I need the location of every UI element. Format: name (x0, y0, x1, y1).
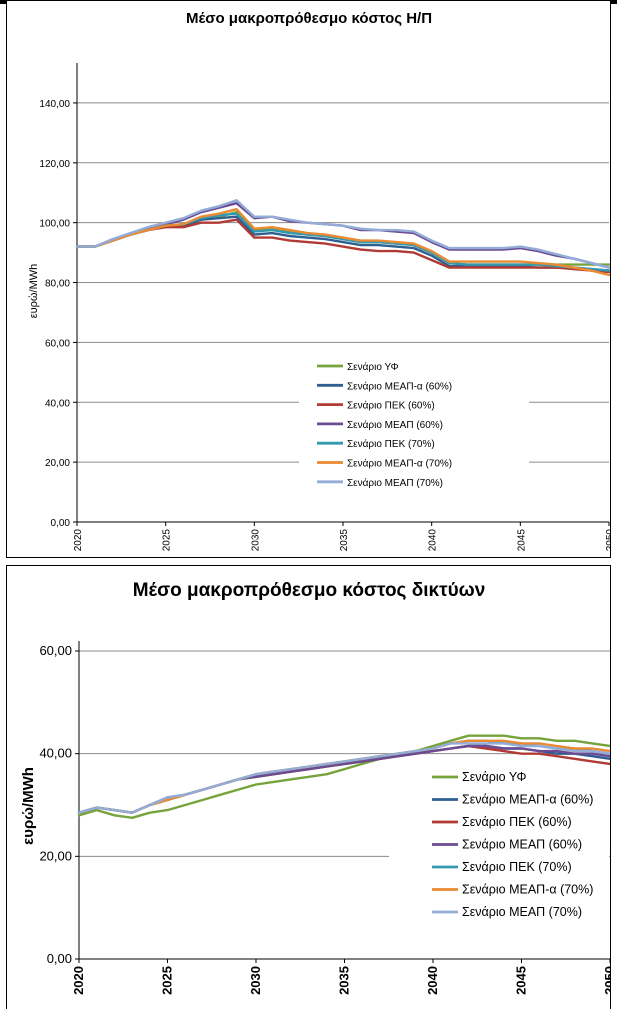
series-line (75, 201, 611, 269)
series-line (77, 734, 612, 820)
x-tick-label: 2045 (516, 529, 527, 552)
y-tick-label: 40,00 (45, 398, 70, 409)
legend-entry: Σενάριο ΜΕΑΠ-α (70%) (462, 883, 593, 897)
legend-entry: Σενάριο ΥΦ (462, 770, 526, 784)
chart-panel-network-cost: Μέσο μακροπρόθεσμο κόστος δικτύων 0,00 20,… (6, 565, 617, 1009)
y-tick-label: 20,00 (39, 848, 72, 863)
legend-entry: Σενάριο ΠΕΚ (60%) (347, 400, 435, 412)
x-tick-label: 2030 (250, 529, 261, 552)
y-tick-label: 0,00 (51, 518, 71, 529)
series-line (75, 218, 611, 274)
y-tick-label: 100,00 (39, 219, 70, 230)
legend-entry: Σενάριο ΠΕΚ (60%) (462, 815, 572, 829)
legend-entry: Σενάριο ΜΕΑΠ-α (70%) (347, 458, 452, 470)
x-tick-label: 2035 (337, 966, 352, 995)
x-tick-label: 2050 (602, 966, 610, 995)
x-tick-label: 2020 (71, 966, 86, 995)
legend-background (299, 354, 529, 514)
y-axis-label: ευρώ/MWh (20, 767, 37, 845)
chart-network-cost: Μέσο μακροπρόθεσμο κόστος δικτύων 0,00 20,… (20, 580, 617, 995)
x-tick-label: 2025 (160, 966, 175, 995)
legend-entry: Σενάριο ΥΦ (347, 361, 399, 373)
chart-panel-power-cost: Μέσο μακροπρόθεσμο κόστος Η/Π 0,00 20,00 40… (6, 0, 616, 558)
x-tick-label: 2030 (248, 966, 263, 995)
x-tick-label: 2050 (605, 529, 610, 552)
y-tick-label: 60,00 (45, 338, 70, 349)
x-tick-label: 2040 (425, 966, 440, 995)
legend-entry: Σενάριο ΜΕΑΠ (70%) (347, 477, 443, 489)
legend-entry: Σενάριο ΜΕΑΠ (60%) (347, 419, 443, 431)
y-tick-label: 0,00 (47, 951, 72, 966)
chart-power-cost: Μέσο μακροπρόθεσμο κόστος Η/Π 0,00 20,00 40… (28, 10, 616, 552)
series-line (77, 742, 612, 814)
x-tick-label: 2025 (162, 529, 173, 552)
y-axis-label: ευρώ/MWh (28, 264, 40, 318)
y-tick-label: 40,00 (39, 746, 72, 761)
x-tick-label: 2020 (73, 529, 84, 552)
y-tick-label: 120,00 (39, 159, 70, 170)
legend-background (389, 758, 609, 948)
legend-entry: Σενάριο ΜΕΑΠ (70%) (462, 905, 582, 919)
series-line (75, 198, 611, 269)
legend-entry: Σενάριο ΜΕΑΠ-α (60%) (347, 380, 452, 392)
chart-title: Μέσο μακροπρόθεσμο κόστος Η/Π (186, 10, 432, 27)
x-tick-label: 2045 (514, 966, 529, 995)
x-tick-label: 2035 (339, 529, 350, 552)
chart-title: Μέσο μακροπρόθεσμο κόστος δικτύων (133, 580, 486, 601)
x-tick-label: 2040 (428, 529, 439, 552)
legend-entry: Σενάριο ΜΕΑΠ-α (60%) (462, 793, 593, 807)
series-line (75, 207, 611, 277)
y-tick-label: 140,00 (39, 99, 70, 110)
legend-entry: Σενάριο ΜΕΑΠ (60%) (462, 838, 582, 852)
legend-entry: Σενάριο ΠΕΚ (70%) (347, 438, 435, 450)
y-tick-label: 20,00 (45, 458, 70, 469)
y-tick-label: 80,00 (45, 279, 70, 290)
legend-entry: Σενάριο ΠΕΚ (70%) (462, 860, 572, 874)
y-tick-label: 60,00 (39, 643, 72, 658)
